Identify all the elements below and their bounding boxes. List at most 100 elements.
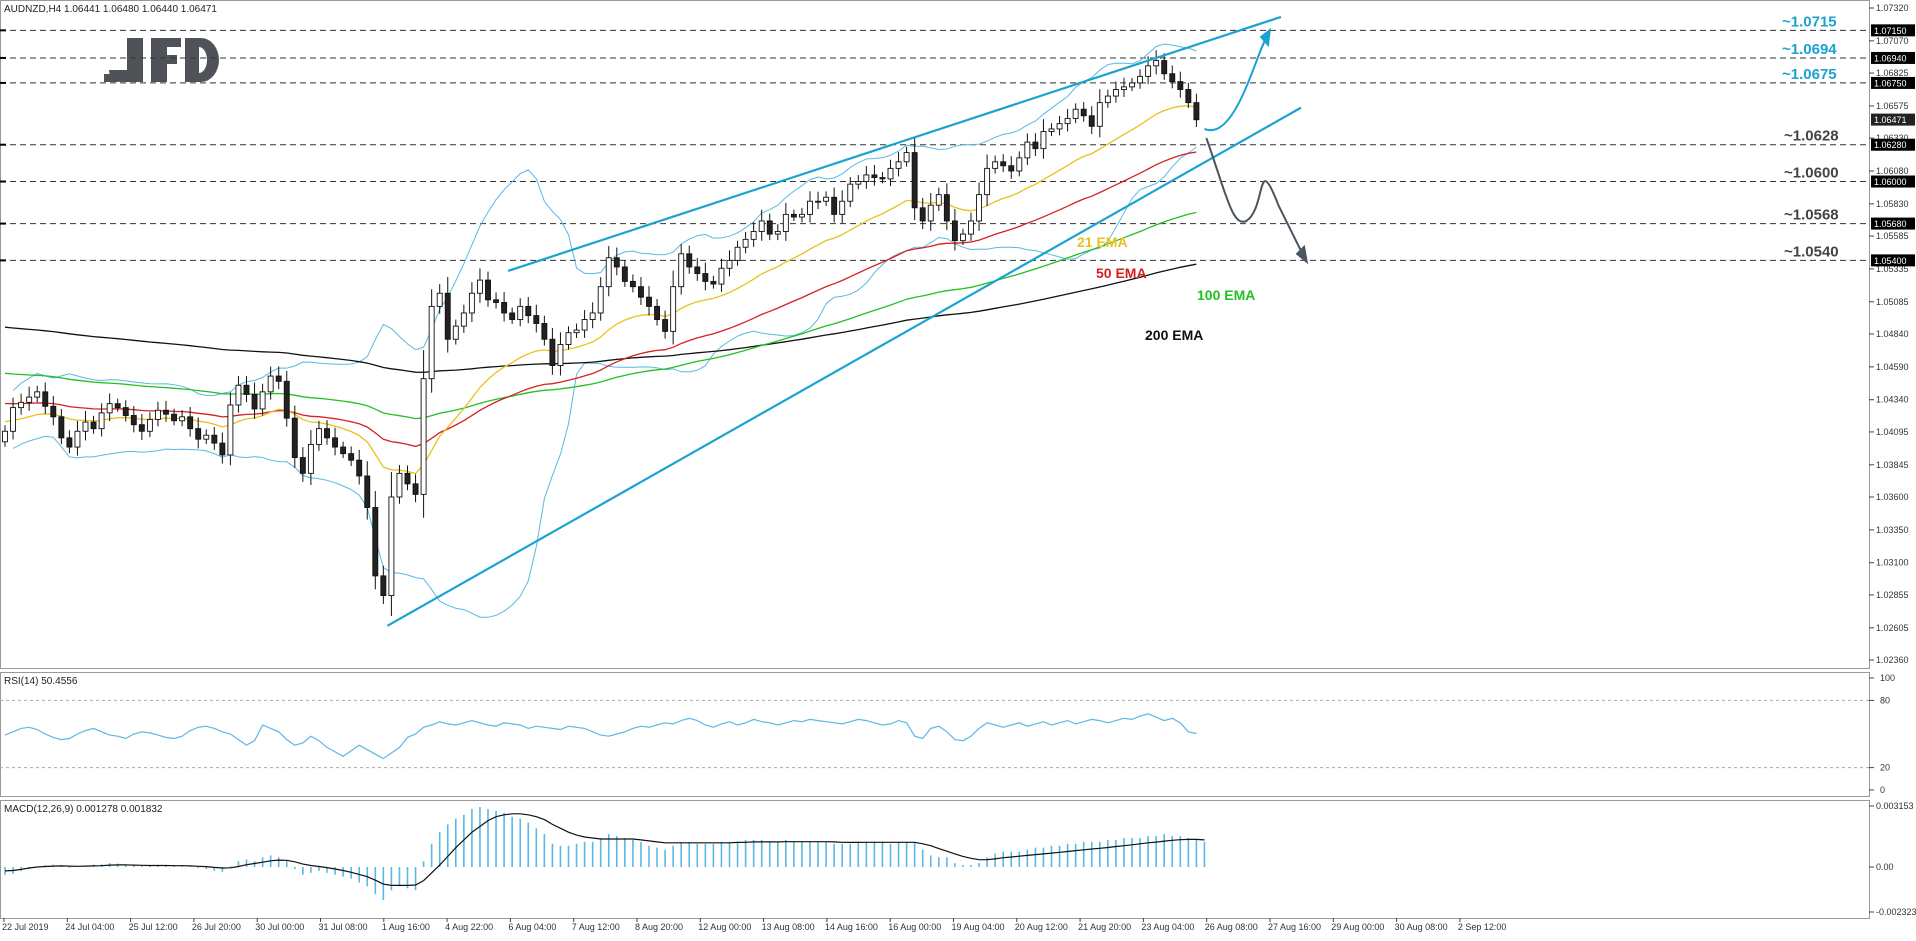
candle-body — [774, 231, 781, 235]
time-axis-label: 14 Aug 16:00 — [825, 922, 878, 932]
candle-body — [130, 415, 137, 426]
price-axis-label: 1.02605 — [1876, 623, 1909, 633]
macd-axis-label: -0.002323 — [1876, 907, 1916, 917]
time-axis-label: 6 Aug 04:00 — [508, 922, 556, 932]
time-axis-label: 25 Jul 12:00 — [129, 922, 178, 932]
bollinger-lower-line — [12, 146, 1197, 618]
candle-body — [1088, 115, 1095, 127]
candle-body — [171, 413, 178, 422]
time-axis-label: 27 Aug 16:00 — [1268, 922, 1321, 932]
candle-body — [243, 384, 250, 395]
candle-body — [525, 305, 532, 317]
rsi-axis-label: 20 — [1880, 763, 1890, 773]
candle-body — [211, 434, 218, 444]
candle-body — [340, 446, 347, 455]
candle-body — [1120, 86, 1127, 90]
candle-body — [1056, 123, 1063, 130]
level-price-tag-text: 1.06000 — [1874, 177, 1907, 187]
candle-body — [678, 253, 685, 288]
candle-body — [903, 152, 910, 163]
level-price-tag-text: 1.05400 — [1874, 256, 1907, 266]
ema-label: 50 EMA — [1096, 265, 1147, 281]
current-price-tag — [1871, 113, 1915, 126]
candle-body — [146, 418, 153, 432]
ema-label: 100 EMA — [1197, 287, 1255, 303]
rsi-header: RSI(14) 50.4556 — [4, 676, 78, 687]
macd-axis-label: 0.00 — [1876, 862, 1894, 872]
candle-body — [951, 220, 958, 242]
candle-body — [114, 403, 121, 409]
candle-body — [1137, 75, 1144, 84]
price-axis-label: 1.03845 — [1876, 460, 1909, 470]
candle-body — [710, 280, 717, 285]
candle-body — [1177, 81, 1184, 90]
jfd-logo — [104, 38, 219, 82]
level-price-tag-text: 1.05680 — [1874, 219, 1907, 229]
candle-body — [646, 296, 652, 307]
candle-body — [629, 280, 636, 288]
candle-body — [412, 483, 419, 495]
candle-body — [557, 344, 564, 366]
candle-body — [638, 286, 644, 298]
candle-body — [154, 409, 161, 420]
candle-body — [1048, 128, 1055, 133]
candle-body — [589, 312, 596, 320]
macd-header: MACD(12,26,9) 0.001278 0.001832 — [4, 804, 163, 815]
price-axis-label: 1.05585 — [1876, 231, 1909, 241]
level-annotation-label: ~1.0628 — [1784, 128, 1839, 145]
candle-body — [976, 194, 982, 222]
bearish-projection-arrow — [1205, 137, 1306, 259]
candle-body — [855, 181, 862, 185]
time-axis-label: 8 Aug 20:00 — [635, 922, 683, 932]
candle-body — [163, 409, 169, 415]
level-price-tag-text: 1.06280 — [1874, 140, 1907, 150]
candle-body — [549, 338, 556, 366]
macd-pane — [0, 800, 1870, 919]
time-axis-label: 29 Aug 00:00 — [1331, 922, 1384, 932]
candle-body — [807, 200, 813, 215]
candle-body — [597, 286, 604, 314]
candle-body — [1032, 141, 1039, 150]
candle-body — [219, 442, 226, 456]
candle-body — [654, 305, 660, 320]
bearish-arrowhead — [1295, 244, 1309, 265]
candle-body — [50, 405, 57, 418]
candle-body — [839, 200, 846, 215]
time-axis-label: 2 Sep 12:00 — [1458, 922, 1507, 932]
candle-body — [444, 292, 451, 340]
level-price-tag — [1871, 254, 1915, 267]
candle-body — [863, 174, 870, 182]
candle-body — [605, 257, 612, 288]
candle-body — [372, 507, 379, 577]
candle-body — [750, 231, 757, 240]
level-price-tag-text: 1.06940 — [1874, 53, 1907, 63]
price-axis-label: 1.03600 — [1876, 492, 1909, 502]
time-axis-label: 12 Aug 00:00 — [698, 922, 751, 932]
time-axis-label: 26 Jul 20:00 — [192, 922, 241, 932]
price-axis-label: 1.05830 — [1876, 199, 1909, 209]
candle-body — [179, 416, 186, 422]
candle-body — [742, 238, 749, 248]
candle-body — [694, 266, 701, 274]
candle-body — [501, 302, 508, 314]
time-axis-label: 26 Aug 08:00 — [1205, 922, 1258, 932]
candle-body — [1169, 73, 1176, 83]
candle-body — [332, 437, 338, 448]
candle-body — [718, 267, 725, 285]
candle-body — [895, 161, 902, 169]
candle-body — [195, 428, 202, 440]
candle-body — [533, 315, 540, 324]
candle-body — [662, 319, 669, 332]
candle-body — [477, 279, 483, 294]
candle-body — [299, 457, 306, 474]
time-axis-label: 20 Aug 12:00 — [1015, 922, 1068, 932]
candle-body — [1072, 108, 1079, 119]
level-annotation-label: ~1.0694 — [1782, 41, 1837, 58]
rsi-axis-label: 0 — [1880, 785, 1885, 795]
level-price-tag — [1871, 217, 1915, 230]
candle-body — [919, 207, 926, 222]
bullish-projection-arrow — [1204, 33, 1270, 132]
candle-body — [42, 391, 49, 407]
candle-body — [887, 167, 894, 180]
